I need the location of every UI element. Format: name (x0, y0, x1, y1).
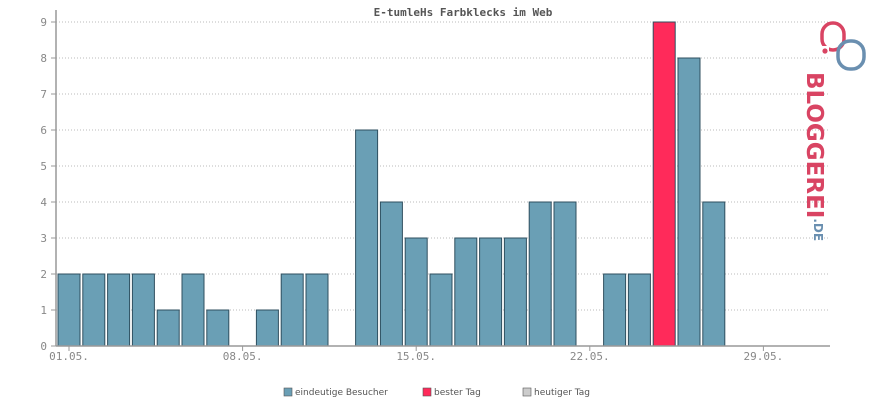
bar (181, 273, 205, 347)
bar (677, 57, 701, 347)
bloggerei-logo: BLOGGEREI.DE (801, 21, 866, 241)
bar (528, 201, 552, 347)
bar (503, 237, 527, 347)
bar-best-day (652, 21, 676, 347)
legend-label: bester Tag (434, 388, 481, 398)
y-tick-label: 3 (40, 232, 47, 245)
y-tick-label: 4 (40, 196, 47, 209)
bar (355, 129, 379, 347)
bar (379, 201, 403, 347)
bar (479, 237, 503, 347)
legend: eindeutige Besucher bester Tag heutiger Ta… (283, 387, 590, 398)
y-tick-label: 9 (40, 16, 47, 29)
bar (57, 273, 81, 347)
y-tick-label: 7 (40, 88, 47, 101)
x-tick-label: 22.05. (570, 350, 610, 363)
bar (280, 273, 304, 347)
legend-swatch (522, 387, 532, 397)
legend-label: eindeutige Besucher (295, 388, 388, 398)
chart-title: E-tumleHs Farbklecks im Web (374, 6, 553, 19)
y-tick-label: 1 (40, 304, 47, 317)
x-tick-label: 29.05. (744, 350, 784, 363)
bar (131, 273, 155, 347)
bar (255, 309, 279, 347)
x-tick-label: 08.05. (223, 350, 263, 363)
bloggerei-logo-mark (820, 21, 866, 71)
bar (404, 237, 428, 347)
bar (429, 273, 453, 347)
y-tick-label: 8 (40, 52, 47, 65)
bar (553, 201, 577, 347)
y-tick-label: 5 (40, 160, 47, 173)
bloggerei-logo-text: BLOGGEREI.DE (801, 72, 827, 241)
legend-swatch (422, 387, 432, 397)
x-tick-label: 15.05. (396, 350, 436, 363)
bar (627, 273, 651, 347)
bar (305, 273, 329, 347)
legend-label: heutiger Tag (534, 388, 590, 398)
bar (603, 273, 627, 347)
y-tick-label: 2 (40, 268, 47, 281)
bar (107, 273, 131, 347)
bar (702, 201, 726, 347)
x-tick-label: 01.05. (49, 350, 89, 363)
legend-swatch (283, 387, 293, 397)
bars (57, 21, 726, 347)
bar (82, 273, 106, 347)
y-tick-label: 0 (40, 340, 47, 353)
axes: 0 1 2 3 4 5 6 7 8 9 01.05. 08.05. 15.05. 22.05. 29.05. (40, 10, 830, 363)
y-tick-label: 6 (40, 124, 47, 137)
bar (156, 309, 180, 347)
bar (454, 237, 478, 347)
svg-text:BLOGGEREI.DE: BLOGGEREI.DE (801, 72, 827, 241)
bar (206, 309, 230, 347)
